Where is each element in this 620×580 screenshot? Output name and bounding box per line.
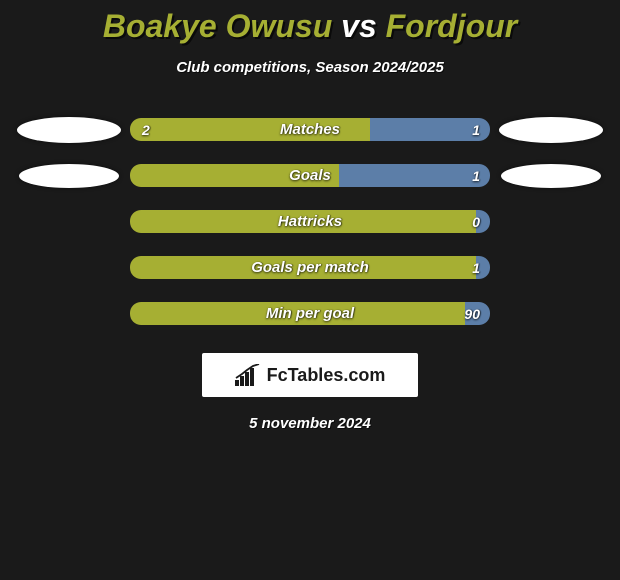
vs-text: vs: [332, 8, 385, 44]
stat-row: 90Min per goal: [8, 302, 612, 325]
stat-bar: 1Goals per match: [130, 256, 490, 279]
metric-label: Hattricks: [130, 210, 490, 233]
stat-bar: 90Min per goal: [130, 302, 490, 325]
stat-bar: 0Hattricks: [130, 210, 490, 233]
player2-form-icon: [501, 164, 601, 188]
stat-rows: 21Matches 1Goals 0Hattricks 1Goals per matc…: [0, 118, 620, 325]
right-side: [490, 117, 612, 143]
stat-row: 1Goals: [8, 164, 612, 187]
player1-form-icon: [19, 164, 119, 188]
player1-form-icon: [17, 117, 121, 143]
subtitle: Club competitions, Season 2024/2025: [0, 59, 620, 76]
left-side: [8, 164, 130, 188]
page-title: Boakye Owusu vs Fordjour: [0, 0, 620, 45]
stat-row: 0Hattricks: [8, 210, 612, 233]
fctables-icon: [235, 364, 261, 386]
stat-row: 21Matches: [8, 118, 612, 141]
player2-form-icon: [499, 117, 603, 143]
metric-label: Goals per match: [130, 256, 490, 279]
stat-bar: 21Matches: [130, 118, 490, 141]
stat-row: 1Goals per match: [8, 256, 612, 279]
metric-label: Matches: [130, 118, 490, 141]
watermark: FcTables.com: [202, 353, 418, 397]
left-side: [8, 117, 130, 143]
metric-label: Min per goal: [130, 302, 490, 325]
right-side: [490, 164, 612, 188]
date-label: 5 november 2024: [0, 415, 620, 432]
stat-bar: 1Goals: [130, 164, 490, 187]
player1-name: Boakye Owusu: [103, 8, 332, 44]
player2-name: Fordjour: [386, 8, 518, 44]
metric-label: Goals: [130, 164, 490, 187]
watermark-text: FcTables.com: [267, 365, 386, 386]
